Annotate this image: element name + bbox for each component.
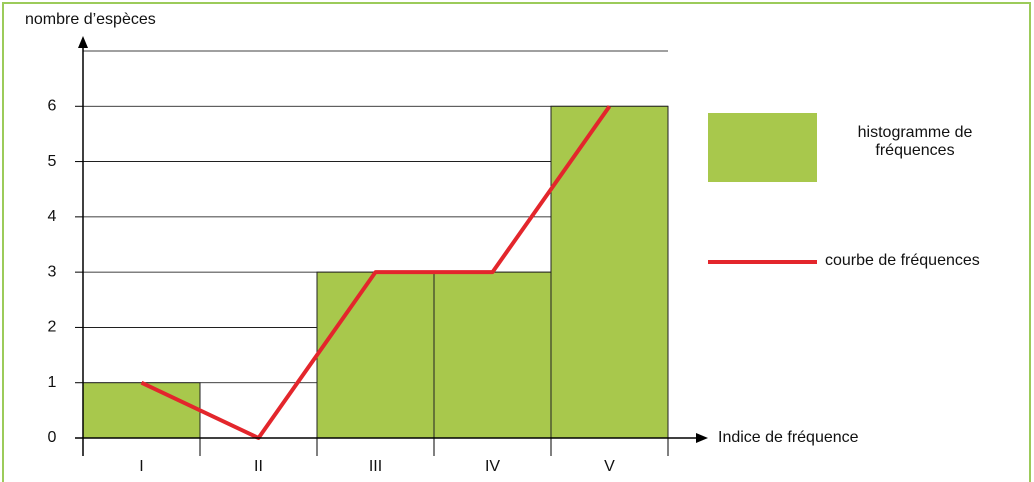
y-tick-label: 6 bbox=[48, 98, 57, 115]
x-tick-label: V bbox=[604, 458, 615, 475]
x-tick-label: I bbox=[139, 458, 143, 475]
y-axis-arrow bbox=[78, 36, 88, 48]
legend-swatch bbox=[708, 113, 817, 182]
bar bbox=[550, 105, 669, 439]
x-tick-label: II bbox=[254, 458, 263, 475]
y-tick-label: 3 bbox=[48, 263, 57, 280]
bar bbox=[82, 382, 201, 439]
x-tick-label: III bbox=[369, 458, 382, 475]
y-tick-label: 2 bbox=[48, 319, 57, 336]
x-tick-label: IV bbox=[485, 458, 500, 475]
legend-label: histogramme de fréquences bbox=[857, 124, 973, 159]
y-tick-label: 1 bbox=[48, 374, 57, 391]
y-tick-label: 5 bbox=[48, 153, 57, 170]
y-tick-label: 4 bbox=[48, 208, 57, 225]
bar bbox=[316, 271, 435, 439]
x-axis-arrow bbox=[696, 433, 708, 443]
y-tick-label: 0 bbox=[48, 429, 57, 446]
bar bbox=[433, 271, 552, 439]
legend-label: courbe de fréquences bbox=[825, 252, 980, 269]
x-axis-label: Indice de fréquence bbox=[718, 429, 859, 446]
y-axis-label: nombre d’espèces bbox=[25, 11, 156, 28]
line bbox=[140, 105, 612, 440]
